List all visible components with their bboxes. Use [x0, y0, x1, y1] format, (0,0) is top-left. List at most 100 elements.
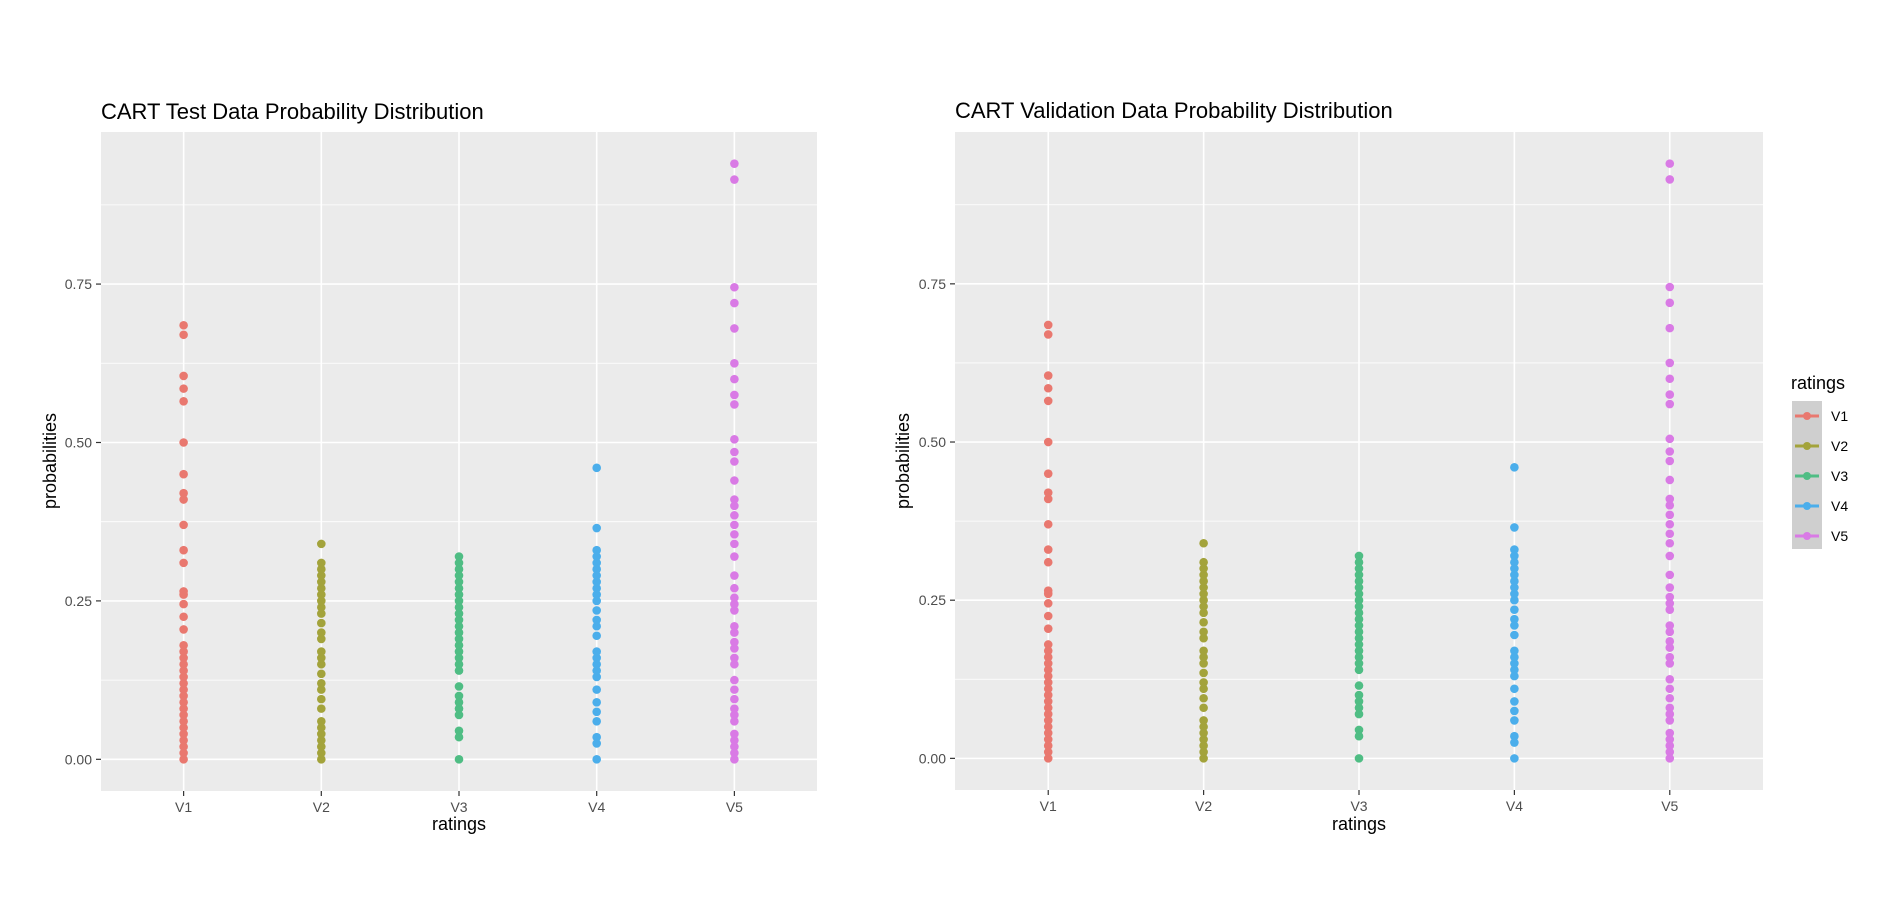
validation-point-v4	[1510, 671, 1519, 681]
test-point-v4	[592, 545, 601, 555]
validation-point-v5	[1665, 716, 1675, 725]
test-point-v3	[454, 583, 464, 593]
validation-point-v1	[1043, 703, 1053, 713]
validation-point-v5	[1665, 519, 1675, 529]
validation-chart-y-axis-title: probabilities	[893, 413, 913, 509]
validation-point-v5	[1665, 693, 1675, 703]
validation-point-v5	[1665, 592, 1675, 602]
test-point-v4	[592, 577, 601, 587]
test-point-v1	[179, 488, 188, 498]
validation-chart-x-axis-title: ratings	[1332, 814, 1386, 834]
test-point-v4	[592, 653, 601, 663]
test-point-v5	[730, 358, 739, 368]
validation-point-v2	[1199, 618, 1208, 627]
validation-point-v1	[1043, 684, 1053, 694]
validation-point-v3	[1354, 731, 1364, 741]
validation-point-v5	[1665, 298, 1675, 308]
test-point-v3	[454, 590, 464, 599]
legend-key-point-v3	[1803, 472, 1811, 480]
validation-point-v2	[1199, 668, 1208, 678]
legend-key-point-v5	[1803, 532, 1811, 540]
validation-y-tick-label: 0.50	[919, 434, 946, 450]
validation-point-v1	[1043, 330, 1053, 339]
test-point-v3	[454, 621, 464, 631]
validation-point-v4	[1510, 684, 1519, 694]
test-point-v5	[730, 628, 739, 637]
test-point-v2	[317, 678, 326, 688]
validation-point-v1	[1043, 557, 1053, 567]
validation-x-tick-label: V3	[1350, 798, 1367, 814]
test-point-v5	[730, 704, 739, 713]
validation-point-v4	[1510, 605, 1519, 614]
validation-point-v5	[1665, 735, 1675, 744]
test-point-v3	[454, 615, 464, 625]
test-point-v4	[592, 558, 601, 568]
validation-point-v1	[1043, 545, 1053, 554]
validation-point-v3	[1354, 659, 1364, 668]
validation-point-v3	[1354, 551, 1364, 561]
test-point-v5	[730, 736, 739, 745]
test-point-v3	[454, 659, 464, 669]
test-point-v1	[179, 469, 188, 479]
test-point-v5	[730, 621, 739, 631]
validation-point-v4	[1510, 754, 1519, 763]
validation-point-v4	[1510, 652, 1519, 662]
validation-point-v1	[1043, 754, 1053, 763]
validation-point-v1	[1043, 599, 1053, 608]
test-point-v5	[730, 583, 739, 593]
validation-point-v1	[1043, 383, 1053, 393]
validation-data-chart-panel: CART Validation Data Probability Distrib…	[893, 98, 1763, 834]
validation-point-v1	[1043, 678, 1053, 687]
validation-point-v5	[1665, 456, 1675, 466]
test-point-v3	[454, 653, 464, 663]
test-point-v2	[317, 647, 326, 656]
validation-point-v4	[1510, 697, 1519, 706]
validation-point-v1	[1043, 716, 1053, 725]
legend-key-point-v4	[1803, 502, 1811, 510]
validation-point-v4	[1510, 630, 1519, 640]
test-point-v4	[592, 523, 601, 533]
test-y-tick-label: 0.25	[65, 593, 92, 609]
validation-point-v2	[1199, 754, 1208, 763]
test-point-v5	[730, 748, 739, 758]
test-point-v5	[730, 374, 739, 384]
test-point-v4	[592, 631, 601, 641]
validation-point-v5	[1665, 570, 1675, 580]
validation-point-v4	[1510, 570, 1519, 580]
validation-point-v1	[1043, 586, 1053, 596]
test-point-v3	[454, 732, 464, 742]
validation-point-v2	[1199, 652, 1208, 662]
validation-point-v2	[1199, 608, 1208, 618]
validation-point-v3	[1354, 595, 1364, 605]
test-x-tick-label: V1	[175, 799, 192, 815]
test-point-v5	[730, 637, 739, 647]
validation-point-v4	[1510, 583, 1519, 592]
validation-point-v2	[1199, 735, 1208, 744]
validation-point-v5	[1665, 374, 1675, 384]
validation-point-v3	[1354, 697, 1364, 706]
validation-point-v2	[1199, 728, 1208, 738]
test-point-v4	[592, 739, 601, 748]
test-point-v5	[730, 530, 739, 539]
validation-point-v2	[1199, 693, 1208, 703]
test-point-v5	[730, 571, 739, 580]
test-point-v1	[179, 723, 188, 732]
test-point-v4	[592, 666, 601, 675]
test-point-v1	[179, 697, 188, 707]
validation-point-v2	[1199, 646, 1208, 656]
test-point-v2	[317, 742, 326, 751]
test-point-v4	[592, 615, 601, 625]
validation-point-v1	[1043, 665, 1053, 675]
test-point-v5	[730, 159, 739, 168]
validation-x-tick-label: V4	[1506, 798, 1523, 814]
validation-x-tick-label: V2	[1195, 798, 1212, 814]
validation-point-v3	[1354, 690, 1364, 700]
test-point-v4	[592, 659, 601, 669]
validation-point-v1	[1043, 519, 1053, 529]
test-point-v1	[179, 647, 188, 656]
test-data-chart-panel: CART Test Data Probability Distribution …	[40, 99, 817, 834]
validation-point-v3	[1354, 665, 1364, 675]
test-point-v1	[179, 666, 188, 675]
test-point-v5	[730, 742, 739, 751]
test-x-tick-label: V5	[726, 799, 743, 815]
